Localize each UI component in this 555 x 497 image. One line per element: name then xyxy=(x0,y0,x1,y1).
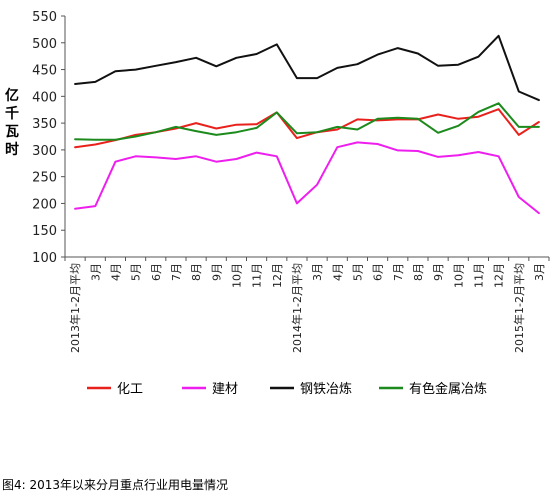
series-line xyxy=(74,108,540,149)
y-tick-label: 500 xyxy=(32,37,57,52)
x-tick-label: 9月 xyxy=(432,263,445,281)
y-tick-label: 550 xyxy=(32,10,57,25)
series-line xyxy=(74,141,540,215)
x-tick-label: 7月 xyxy=(170,263,183,281)
y-tick-label: 150 xyxy=(32,224,57,239)
y-tick-label: 100 xyxy=(32,251,57,266)
y-tick-label: 450 xyxy=(32,64,57,79)
x-tick-label: 2014年1-2月平均 xyxy=(290,263,304,353)
x-tick-label: 5月 xyxy=(351,263,364,281)
x-tick-label: 10月 xyxy=(452,263,465,288)
y-axis-title-char: 瓦 xyxy=(5,124,19,140)
y-tick-label: 400 xyxy=(32,90,57,105)
x-tick-label: 10月 xyxy=(230,263,243,288)
x-tick-label: 11月 xyxy=(472,263,485,288)
legend-label: 钢铁冶炼 xyxy=(300,382,352,397)
series-line xyxy=(74,102,540,141)
x-tick-label: 2015年1-2月平均 xyxy=(512,263,526,353)
x-tick-label: 12月 xyxy=(271,263,284,288)
legend-label: 化工 xyxy=(117,382,143,397)
y-axis-title-char: 时 xyxy=(5,141,19,158)
y-tick-label: 200 xyxy=(32,197,57,212)
x-tick-label: 2013年1-2月平均 xyxy=(68,263,82,353)
legend-label: 有色金属冶炼 xyxy=(409,381,487,397)
x-tick-label: 5月 xyxy=(130,263,143,281)
y-axis-title-char: 千 xyxy=(5,105,19,122)
figure-caption: 图4: 2013年以来分月重点行业用电量情况 xyxy=(2,478,229,492)
chart-series xyxy=(74,34,540,215)
x-tick-label: 8月 xyxy=(412,263,425,281)
x-tick-label: 3月 xyxy=(533,263,546,281)
y-tick-label: 350 xyxy=(32,117,57,132)
x-tick-label: 8月 xyxy=(190,263,203,281)
x-tick-label: 9月 xyxy=(210,263,223,281)
x-tick-label: 12月 xyxy=(493,263,506,288)
series-line xyxy=(74,34,540,102)
x-tick-label: 6月 xyxy=(372,263,385,281)
x-tick-label: 7月 xyxy=(392,263,405,281)
x-tick-label: 4月 xyxy=(331,263,344,281)
x-tick-label: 3月 xyxy=(311,263,324,281)
y-axis-title-char: 亿 xyxy=(5,87,19,104)
chart-legend: 化工 建材 钢铁冶炼 有色金属冶炼 xyxy=(87,381,487,397)
x-tick-label: 3月 xyxy=(89,263,102,281)
x-tick-label: 6月 xyxy=(150,263,163,281)
y-tick-label: 250 xyxy=(32,171,57,186)
y-tick-label: 300 xyxy=(32,144,57,159)
x-tick-label: 4月 xyxy=(109,263,122,281)
x-tick-label: 11月 xyxy=(251,263,264,288)
legend-label: 建材 xyxy=(212,382,238,397)
